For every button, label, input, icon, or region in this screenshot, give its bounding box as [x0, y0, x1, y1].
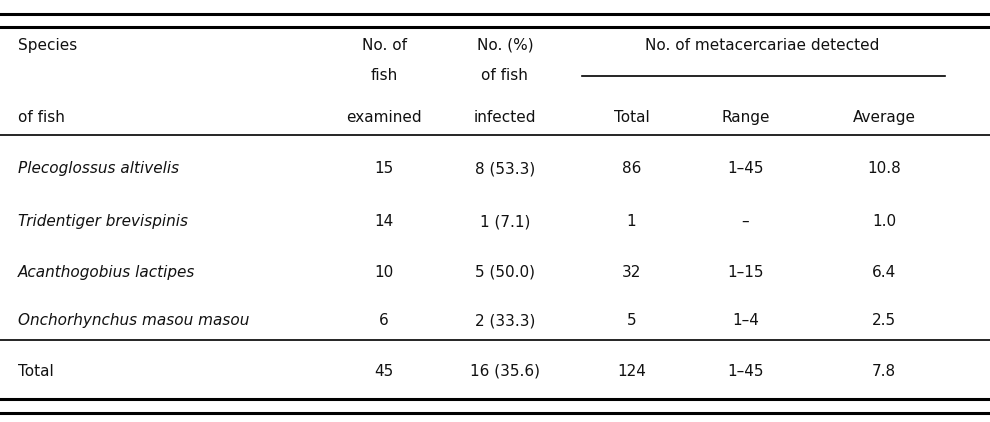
Text: of fish: of fish — [481, 68, 529, 83]
Text: Onchorhynchus masou masou: Onchorhynchus masou masou — [18, 313, 249, 328]
Text: infected: infected — [473, 110, 537, 125]
Text: 5: 5 — [627, 313, 637, 328]
Text: 1.0: 1.0 — [872, 214, 896, 229]
Text: Total: Total — [18, 364, 53, 379]
Text: No. of: No. of — [361, 38, 407, 53]
Text: 7.8: 7.8 — [872, 364, 896, 379]
Text: 1–45: 1–45 — [728, 161, 763, 176]
Text: 6: 6 — [379, 313, 389, 328]
Text: 2 (33.3): 2 (33.3) — [475, 313, 535, 328]
Text: Acanthogobius lactipes: Acanthogobius lactipes — [18, 265, 195, 280]
Text: Plecoglossus altivelis: Plecoglossus altivelis — [18, 161, 179, 176]
Text: 1–4: 1–4 — [732, 313, 759, 328]
Text: 1 (7.1): 1 (7.1) — [480, 214, 530, 229]
Text: 1–15: 1–15 — [728, 265, 763, 280]
Text: 8 (53.3): 8 (53.3) — [475, 161, 535, 176]
Text: 15: 15 — [374, 161, 394, 176]
Text: Total: Total — [614, 110, 649, 125]
Text: 1–45: 1–45 — [728, 364, 763, 379]
Text: 10.8: 10.8 — [867, 161, 901, 176]
Text: 16 (35.6): 16 (35.6) — [470, 364, 540, 379]
Text: Average: Average — [852, 110, 916, 125]
Text: 124: 124 — [617, 364, 646, 379]
Text: Tridentiger brevispinis: Tridentiger brevispinis — [18, 214, 188, 229]
Text: No. of metacercariae detected: No. of metacercariae detected — [645, 38, 879, 53]
Text: No. (%): No. (%) — [476, 38, 534, 53]
Text: Species: Species — [18, 38, 77, 53]
Text: fish: fish — [370, 68, 398, 83]
Text: 32: 32 — [622, 265, 642, 280]
Text: 86: 86 — [622, 161, 642, 176]
Text: 45: 45 — [374, 364, 394, 379]
Text: Range: Range — [722, 110, 769, 125]
Text: of fish: of fish — [18, 110, 64, 125]
Text: 14: 14 — [374, 214, 394, 229]
Text: 5 (50.0): 5 (50.0) — [475, 265, 535, 280]
Text: examined: examined — [346, 110, 422, 125]
Text: 2.5: 2.5 — [872, 313, 896, 328]
Text: 1: 1 — [627, 214, 637, 229]
Text: 10: 10 — [374, 265, 394, 280]
Text: 6.4: 6.4 — [872, 265, 896, 280]
Text: –: – — [742, 214, 749, 229]
